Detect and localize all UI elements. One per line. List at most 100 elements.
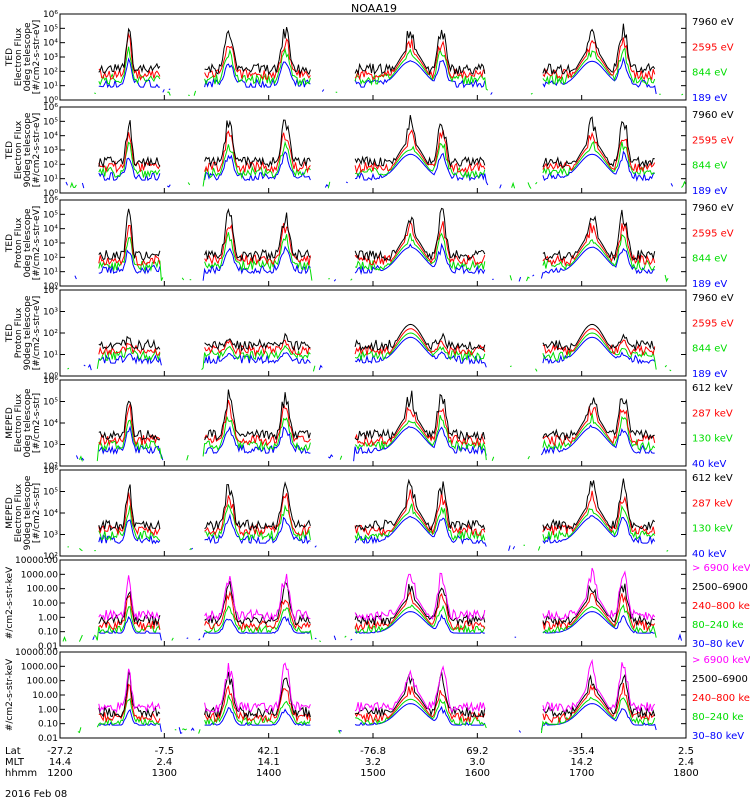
axis-row-value: 1400	[256, 768, 281, 779]
panel-4-legend: 7960 eV 2595 eV 844 eV 189 eV	[692, 293, 734, 380]
panel-2-traces	[66, 115, 686, 189]
panel-3-legend: 7960 eV 2595 eV 844 eV 189 eV	[692, 203, 734, 290]
panel-2-legend-entry: 189 eV	[692, 186, 727, 197]
panel-2-ytick-label: 10⁰	[43, 189, 58, 199]
panel-5-series-130-kev	[79, 414, 671, 462]
panel-2-legend-entry: 7960 eV	[692, 110, 734, 121]
panel-7-ylabel: #/cm2-s-str-keV	[5, 566, 15, 639]
panel-1-legend-entry: 2595 eV	[692, 42, 734, 53]
panel-8-ytick-label: 10.00	[32, 691, 58, 701]
panel-2-ytick-label: 10²	[43, 160, 58, 170]
panel-5-series-287-kev	[98, 399, 656, 447]
panel-7: 0.01 0.10 1.00 10.00 100.00 1000.00 10000.00#/…	[5, 556, 750, 652]
panel-2-legend-entry: 2595 eV	[692, 135, 734, 146]
panel-3-legend-entry: 7960 eV	[692, 203, 734, 214]
panel-3-legend-entry: 2595 eV	[692, 228, 734, 239]
panel-1-ytick-label: 10⁰	[43, 96, 58, 106]
panel-8-ytick-label: 1000.00	[21, 662, 58, 672]
panel-8-series--6900-kev	[98, 658, 656, 714]
panel-7-legend-entry: 80–240 ke	[692, 620, 744, 631]
panel-6-legend-entry: 287 keV	[692, 498, 733, 509]
panel-4-series-189-ev	[84, 337, 686, 370]
panel-5-ylabel: MEPEDElectron Flux0deg telescope[#/cm2-s…	[5, 388, 42, 458]
axis-row-label: hhmm	[5, 768, 37, 779]
panel-3-ytick-label: 10⁵	[43, 210, 58, 220]
panel-6-legend: 612 keV 287 keV 130 keV 40 keV	[692, 473, 733, 560]
axis-row-value: 1200	[47, 768, 72, 779]
panel-1-ytick-label: 10¹	[43, 82, 58, 92]
panel-7-series-240-800-ke	[98, 590, 656, 633]
panel-8-traces	[78, 658, 686, 734]
panel-7-series-2500-6900	[98, 581, 655, 627]
panel-4-ytick-label: 10¹	[43, 351, 58, 361]
axis-row-value: 14.1	[258, 757, 280, 768]
panel-6-ytick-label: 10³	[43, 531, 58, 541]
panel-7-ytick-label: 1.00	[38, 613, 58, 623]
panel-7-traces	[63, 567, 683, 642]
panel-1-legend: 7960 eV 2595 eV 844 eV 189 eV	[692, 17, 734, 104]
panel-8-series-2500-6900	[98, 671, 656, 719]
panel-3-ytick-label: 10³	[43, 239, 58, 249]
panel-7-ytick-label: 10000.00	[15, 556, 58, 566]
panel-7-ytick-label: 100.00	[27, 585, 59, 595]
panel-6-series-287-kev	[98, 489, 656, 537]
panel-5-series-612-kev	[98, 389, 655, 441]
time-axis-rows: Lat -27.2 -7.5 42.1 -76.8 69.2 -35.4 2.5 MLT 14.4…	[5, 746, 699, 779]
panel-1-ytick-label: 10⁵	[43, 24, 58, 34]
panel-3-ytick-label: 10⁰	[43, 282, 58, 292]
panel-3-series-7960-ev	[98, 207, 656, 262]
panel-4-legend-entry: 7960 eV	[692, 293, 734, 304]
panel-5-ytick-label: 10⁶	[43, 376, 58, 386]
panel-8-ytick-label: 0.10	[38, 720, 58, 730]
panel-3-ytick-label: 10²	[43, 253, 58, 263]
panel-8-legend: > 6900 keV 2500–6900 240–800 ke 80–240 ke 30…	[692, 655, 750, 742]
panel-3-ytick-label: 10⁶	[43, 196, 58, 206]
axis-row-value: 1500	[360, 768, 385, 779]
panel-7-series--6900-kev	[98, 567, 656, 622]
panel-8-legend-entry: 240–800 ke	[692, 693, 750, 704]
axis-row-value: 1700	[569, 768, 594, 779]
axis-row-value: 1800	[673, 768, 698, 779]
panel-8-ylabel: #/cm2-s-str-keV	[5, 658, 15, 731]
panel-4-legend-entry: 189 eV	[692, 369, 727, 380]
panel-2-ylabel: TEDElectron Flux90deg telescope[#/cm2-s-…	[5, 112, 42, 187]
panel-8-legend-entry: 2500–6900	[692, 674, 748, 685]
panel-2-ytick-label: 10⁶	[43, 103, 58, 113]
panel-1-legend-entry: 844 eV	[692, 68, 727, 79]
panel-7-ytick-label: 0.10	[38, 628, 58, 638]
panel-1-series-2595-ev	[98, 32, 656, 81]
panel-4-legend-entry: 2595 eV	[692, 318, 734, 329]
panel-6-ytick-label: 10²	[43, 552, 58, 562]
panel-7-legend-entry: 30–80 keV	[692, 639, 744, 650]
axis-row-value: -76.8	[360, 746, 386, 757]
panel-6-series-40-kev	[99, 515, 686, 551]
axis-row-value: 1600	[465, 768, 490, 779]
axis-row-value: -35.4	[569, 746, 595, 757]
panel-4-series-2595-ev	[98, 328, 656, 358]
panel-1-legend-entry: 7960 eV	[692, 17, 734, 28]
panel-6-ytick-label: 10⁶	[43, 466, 58, 476]
panel-2-series-189-ev	[66, 152, 685, 189]
axis-row-value: -7.5	[155, 746, 175, 757]
panel-1-ytick-label: 10²	[43, 67, 58, 77]
panel-3-series-189-ev	[75, 244, 683, 281]
panel-1-legend-entry: 189 eV	[692, 93, 727, 104]
panel-8-legend-entry: > 6900 keV	[692, 655, 750, 666]
panel-8: 0.01 0.10 1.00 10.00 100.00 1000.00 10000.00#/…	[5, 648, 750, 744]
panel-8-series-80-240-ke	[78, 696, 686, 734]
axis-row-value: 1300	[152, 768, 177, 779]
panel-3-ytick-label: 10⁴	[43, 225, 58, 235]
panel-4-ylabel: TEDProton Flux90deg telescope[#/cm2-s-st…	[5, 295, 42, 370]
panel-1-series-7960-ev	[98, 23, 656, 76]
panel-6-legend-entry: 130 keV	[692, 524, 733, 535]
date-label: 2016 Feb 08	[5, 789, 67, 800]
panel-3-ylabel: TEDProton Flux0deg telescope[#/cm2-s-str…	[5, 206, 42, 281]
panel-5-legend-entry: 40 keV	[692, 459, 726, 470]
panel-3-series-2595-ev	[98, 220, 656, 267]
panel-8-legend-entry: 30–80 keV	[692, 731, 744, 742]
panel-3-legend-entry: 189 eV	[692, 279, 727, 290]
